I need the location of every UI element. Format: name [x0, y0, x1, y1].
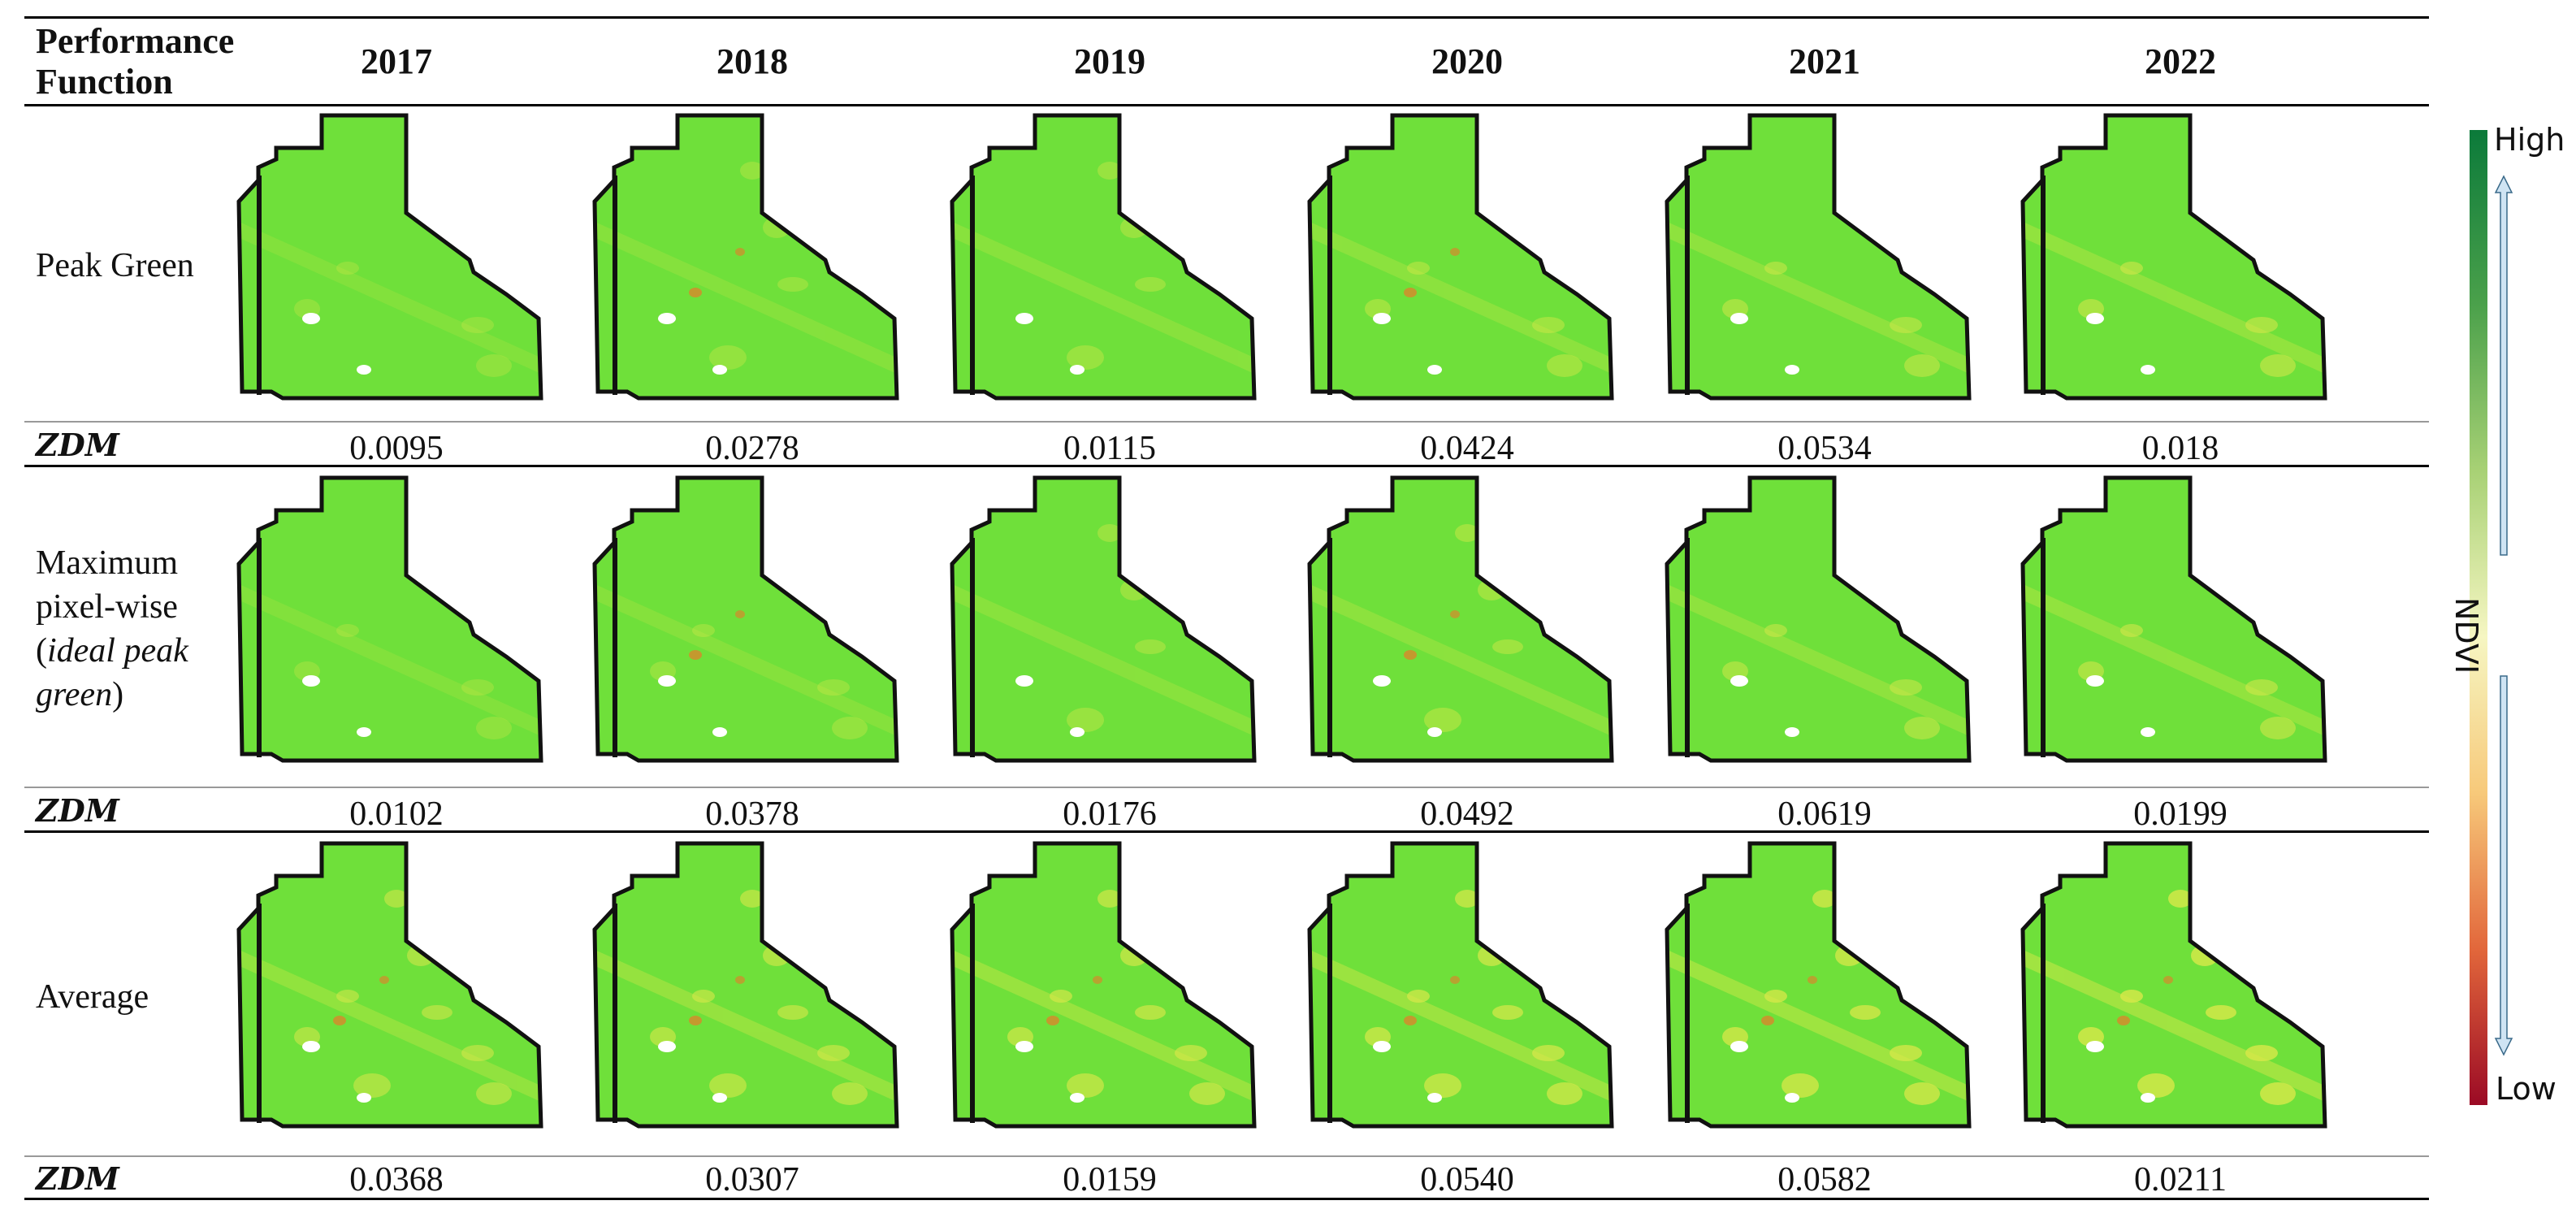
field-map-svg: [2020, 475, 2327, 763]
zdm-value-row1-2017: 0.0095: [349, 430, 444, 467]
row-label-average: Average: [36, 975, 149, 1019]
ndvi-map-row3-2021: [1662, 834, 1987, 1134]
field-map-svg: [592, 475, 899, 763]
row2-zdm-top-rule: [24, 787, 2429, 788]
top-rule: [24, 16, 2429, 19]
ndvi-map-row1-2022: [2018, 106, 2343, 406]
year-header-2021: 2021: [1789, 41, 1860, 81]
zdm-value-row1-2021: 0.0534: [1777, 430, 1872, 467]
row-label-peak-green: Peak Green: [36, 244, 194, 288]
year-header-2018: 2018: [717, 41, 788, 81]
field-map-svg: [592, 841, 899, 1129]
zdm-value-row3-2021: 0.0582: [1777, 1161, 1872, 1198]
field-map-svg: [2020, 113, 2327, 401]
row2-zdm-label: ZDM: [36, 792, 119, 829]
row2-label-line3: (ideal peak: [36, 629, 188, 673]
field-map-svg: [950, 841, 1257, 1129]
field-map-svg: [2020, 841, 2327, 1129]
ndvi-map-row3-2018: [590, 834, 915, 1134]
colorbar-axis-label: NDVI: [2448, 597, 2484, 674]
row3-zdm-label: ZDM: [36, 1160, 119, 1197]
row2-bottom-rule: [24, 830, 2429, 833]
header-line2: Function: [36, 62, 173, 102]
zdm-value-row2-2022: 0.0199: [2133, 795, 2227, 833]
ndvi-map-row3-2019: [947, 834, 1272, 1134]
ndvi-map-row2-2022: [2018, 468, 2343, 769]
bottom-rule: [24, 1198, 2429, 1200]
ndvi-map-row3-2022: [2018, 834, 2343, 1134]
row1-zdm-top-rule: [24, 421, 2429, 423]
row2-italic-green: green: [36, 676, 113, 713]
ndvi-map-row2-2020: [1305, 468, 1630, 769]
field-map-svg: [1307, 475, 1614, 763]
row1-label: Peak Green: [36, 247, 194, 284]
field-map-svg: [1665, 113, 1972, 401]
field-map-svg: [1665, 475, 1972, 763]
row2-italic-ideal: ideal peak: [47, 632, 188, 670]
field-map-svg: [950, 475, 1257, 763]
ndvi-map-row3-2017: [234, 834, 559, 1134]
year-header-2019: 2019: [1074, 41, 1145, 81]
zdm-value-row3-2020: 0.0540: [1420, 1161, 1514, 1198]
row1-zdm-label: ZDM: [36, 427, 119, 463]
row2-label-line4: green): [36, 673, 188, 717]
field-map-svg: [236, 841, 543, 1129]
field-map-svg: [1307, 113, 1614, 401]
zdm-value-row2-2020: 0.0492: [1420, 795, 1514, 833]
ndvi-map-row1-2018: [590, 106, 915, 406]
row2-paren-close: ): [112, 676, 124, 713]
field-map-svg: [1307, 841, 1614, 1129]
header-line1: Performance: [36, 21, 235, 61]
year-header-2020: 2020: [1431, 41, 1503, 81]
ndvi-map-row1-2021: [1662, 106, 1987, 406]
zdm-value-row2-2017: 0.0102: [349, 795, 444, 833]
zdm-value-row2-2019: 0.0176: [1063, 795, 1157, 833]
ndvi-map-row2-2019: [947, 468, 1272, 769]
zdm-value-row3-2018: 0.0307: [705, 1161, 799, 1198]
field-map-svg: [1665, 841, 1972, 1129]
ndvi-colorbar: [2470, 130, 2487, 1105]
zdm-value-row3-2022: 0.0211: [2134, 1161, 2227, 1198]
ndvi-map-row2-2021: [1662, 468, 1987, 769]
field-map-svg: [950, 113, 1257, 401]
zdm-value-row2-2021: 0.0619: [1777, 795, 1872, 833]
arrow-down-icon: [2494, 675, 2513, 1056]
zdm-value-row2-2018: 0.0378: [705, 795, 799, 833]
row3-zdm-top-rule: [24, 1155, 2429, 1157]
ndvi-map-row2-2017: [234, 468, 559, 769]
ndvi-map-row1-2019: [947, 106, 1272, 406]
arrow-up-icon: [2494, 175, 2513, 556]
ndvi-map-row3-2020: [1305, 834, 1630, 1134]
zdm-value-row3-2019: 0.0159: [1063, 1161, 1157, 1198]
field-map-svg: [236, 113, 543, 401]
colorbar-low-label: Low: [2496, 1071, 2557, 1107]
zdm-value-row1-2020: 0.0424: [1420, 430, 1514, 467]
year-header-2017: 2017: [361, 41, 432, 81]
header-rule: [24, 104, 2429, 106]
row3-label: Average: [36, 978, 149, 1016]
zdm-value-row1-2022: 0.018: [2141, 430, 2219, 467]
row2-label-line2: pixel-wise: [36, 588, 178, 626]
ndvi-map-row1-2017: [234, 106, 559, 406]
zdm-value-row1-2019: 0.0115: [1063, 430, 1156, 467]
colorbar-high-label: High: [2494, 122, 2565, 158]
field-map-svg: [236, 475, 543, 763]
zdm-value-row1-2018: 0.0278: [705, 430, 799, 467]
row-label-maximum-pixel-wise: Maximum pixel-wise (ideal peak green): [36, 541, 188, 717]
field-map-svg: [592, 113, 899, 401]
row2-label-line1: Maximum: [36, 544, 178, 582]
ndvi-map-row2-2018: [590, 468, 915, 769]
header-performance-function: Performance Function: [36, 21, 234, 102]
year-header-2022: 2022: [2145, 41, 2216, 81]
zdm-value-row3-2017: 0.0368: [349, 1161, 444, 1198]
row2-paren-open: (: [36, 632, 47, 670]
ndvi-map-row1-2020: [1305, 106, 1630, 406]
row1-bottom-rule: [24, 465, 2429, 467]
